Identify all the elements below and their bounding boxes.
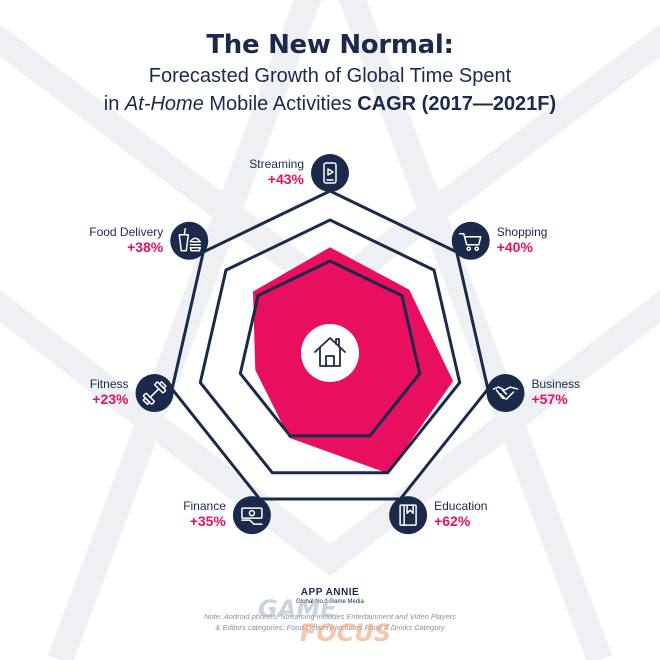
- category-label: Streaming: [249, 157, 304, 171]
- handshake-icon: [492, 386, 519, 400]
- subtitle-line-1: Forecasted Growth of Global Time Spent: [148, 65, 512, 87]
- category-label: Business: [531, 377, 580, 391]
- category-label: Shopping: [497, 225, 548, 239]
- subtitle-line-2: in At-Home Mobile Activities CAGR (2017—…: [103, 93, 557, 115]
- grid-ring-1: [170, 189, 490, 501]
- value-label: +57%: [531, 391, 568, 407]
- grid-ring-3: [238, 259, 422, 438]
- chart-subtitle: Forecasted Growth of Global Time Spent i…: [0, 62, 660, 118]
- chart-title: The New Normal:: [206, 30, 454, 60]
- title-block: The New Normal: Forecasted Growth of Glo…: [0, 30, 660, 118]
- brand-name: APP ANNIE: [300, 587, 360, 598]
- brand-subtitle: Global No.1 Game Media: [296, 599, 364, 605]
- center-house-icon: [301, 324, 359, 382]
- value-label: +23%: [92, 391, 129, 407]
- subtitle-bold: CAGR (2017—2021F): [357, 93, 557, 115]
- icon-badge: [170, 221, 209, 260]
- category-education: Education+62%: [389, 496, 487, 535]
- value-label: +35%: [190, 513, 227, 529]
- footnote-line-1: Note: Android phones; Streaming includes…: [204, 612, 456, 621]
- category-streaming: Streaming+43%: [249, 154, 349, 192]
- subtitle-italic: At-Home: [124, 93, 204, 115]
- category-fitness: Fitness+23%: [90, 374, 174, 413]
- category-business: Business+57%: [486, 374, 580, 413]
- value-label: +62%: [434, 513, 471, 529]
- category-label: Finance: [183, 499, 226, 513]
- category-finance: Finance+35%: [183, 496, 271, 535]
- cash-hand-icon: [241, 507, 263, 525]
- category-shopping: Shopping+40%: [451, 221, 548, 260]
- phone-play-icon: [323, 162, 337, 184]
- value-label: +38%: [127, 239, 164, 255]
- book-icon: [399, 504, 417, 526]
- grid-ring-2: [198, 218, 462, 475]
- footnote-line-2: & Editors categories; Food Delivery incl…: [215, 623, 445, 632]
- category-label: Food Delivery: [89, 225, 163, 239]
- icon-badge: [389, 496, 428, 535]
- category-food-delivery: Food Delivery+38%: [89, 221, 209, 260]
- icon-badge: [451, 221, 490, 260]
- value-label: +40%: [497, 239, 534, 255]
- cart-icon: [458, 233, 482, 252]
- value-label: +43%: [268, 171, 305, 187]
- dumbbell-icon: [142, 380, 167, 406]
- footnote: Note: Android phones; Streaming includes…: [0, 611, 660, 633]
- category-label: Education: [434, 499, 487, 513]
- category-label: Fitness: [90, 377, 129, 391]
- burger-drink-icon: [178, 228, 202, 252]
